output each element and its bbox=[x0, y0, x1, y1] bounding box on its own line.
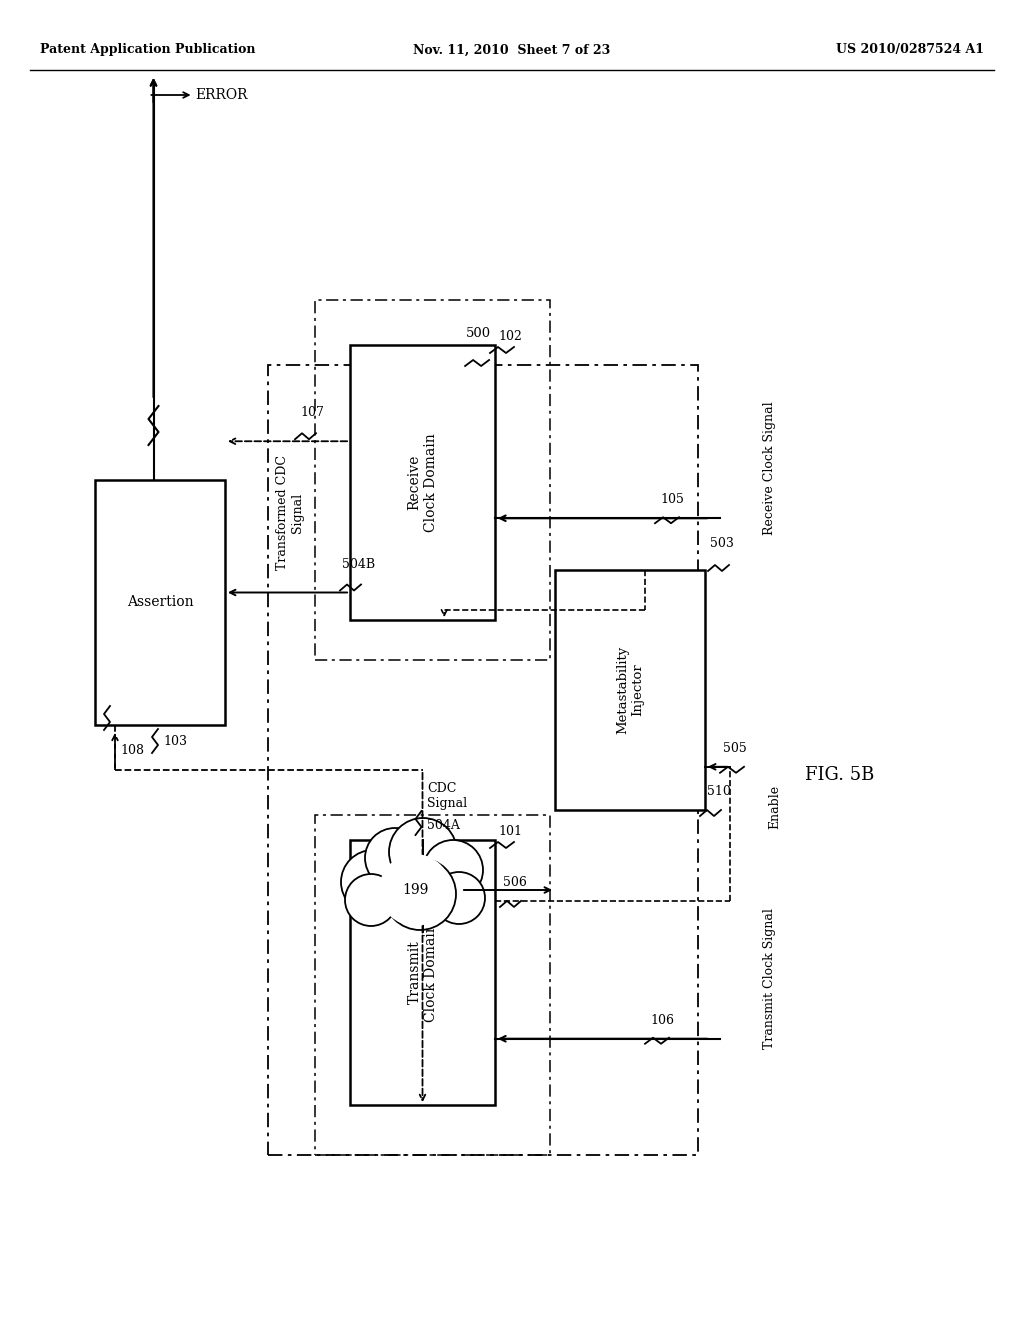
Text: US 2010/0287524 A1: US 2010/0287524 A1 bbox=[836, 44, 984, 57]
Text: ERROR: ERROR bbox=[196, 88, 248, 102]
Bar bbox=[95, 480, 225, 725]
Bar bbox=[555, 570, 705, 810]
Text: 505: 505 bbox=[723, 742, 746, 755]
Text: 101: 101 bbox=[498, 825, 522, 838]
Text: Transmit
Clock Domain: Transmit Clock Domain bbox=[408, 923, 437, 1022]
Text: Assertion: Assertion bbox=[127, 595, 194, 610]
Text: CDC
Signal: CDC Signal bbox=[427, 781, 468, 810]
Circle shape bbox=[423, 840, 483, 900]
Circle shape bbox=[433, 873, 485, 924]
Text: Transformed CDC
Signal: Transformed CDC Signal bbox=[276, 455, 304, 570]
Text: 506: 506 bbox=[503, 876, 527, 888]
Text: 199: 199 bbox=[401, 883, 428, 898]
Text: 504A: 504A bbox=[427, 818, 461, 832]
Text: Metastability
Injector: Metastability Injector bbox=[616, 645, 644, 734]
Text: 503: 503 bbox=[710, 537, 734, 550]
Text: 504B: 504B bbox=[342, 557, 375, 570]
Text: Patent Application Publication: Patent Application Publication bbox=[40, 44, 256, 57]
Text: 106: 106 bbox=[650, 1014, 674, 1027]
Circle shape bbox=[384, 858, 456, 931]
Circle shape bbox=[365, 828, 425, 888]
Bar bbox=[315, 300, 550, 660]
Text: 107: 107 bbox=[300, 407, 324, 420]
Text: Enable: Enable bbox=[768, 784, 781, 829]
Bar bbox=[350, 840, 495, 1105]
Bar bbox=[315, 814, 550, 1155]
Bar bbox=[350, 345, 495, 620]
Text: 102: 102 bbox=[498, 330, 522, 343]
Text: 500: 500 bbox=[466, 327, 492, 341]
Circle shape bbox=[379, 854, 451, 927]
Circle shape bbox=[389, 818, 457, 886]
Text: Nov. 11, 2010  Sheet 7 of 23: Nov. 11, 2010 Sheet 7 of 23 bbox=[414, 44, 610, 57]
Text: 105: 105 bbox=[660, 494, 684, 507]
Text: 510: 510 bbox=[707, 785, 731, 799]
Text: Receive Clock Signal: Receive Clock Signal bbox=[764, 401, 776, 535]
Text: 103: 103 bbox=[163, 735, 187, 748]
Circle shape bbox=[345, 874, 397, 927]
Text: 108: 108 bbox=[120, 743, 144, 756]
Text: Receive
Clock Domain: Receive Clock Domain bbox=[408, 433, 437, 532]
Circle shape bbox=[341, 850, 406, 913]
Text: FIG. 5B: FIG. 5B bbox=[805, 766, 874, 784]
Text: Transmit Clock Signal: Transmit Clock Signal bbox=[764, 908, 776, 1049]
Bar bbox=[268, 366, 698, 1155]
